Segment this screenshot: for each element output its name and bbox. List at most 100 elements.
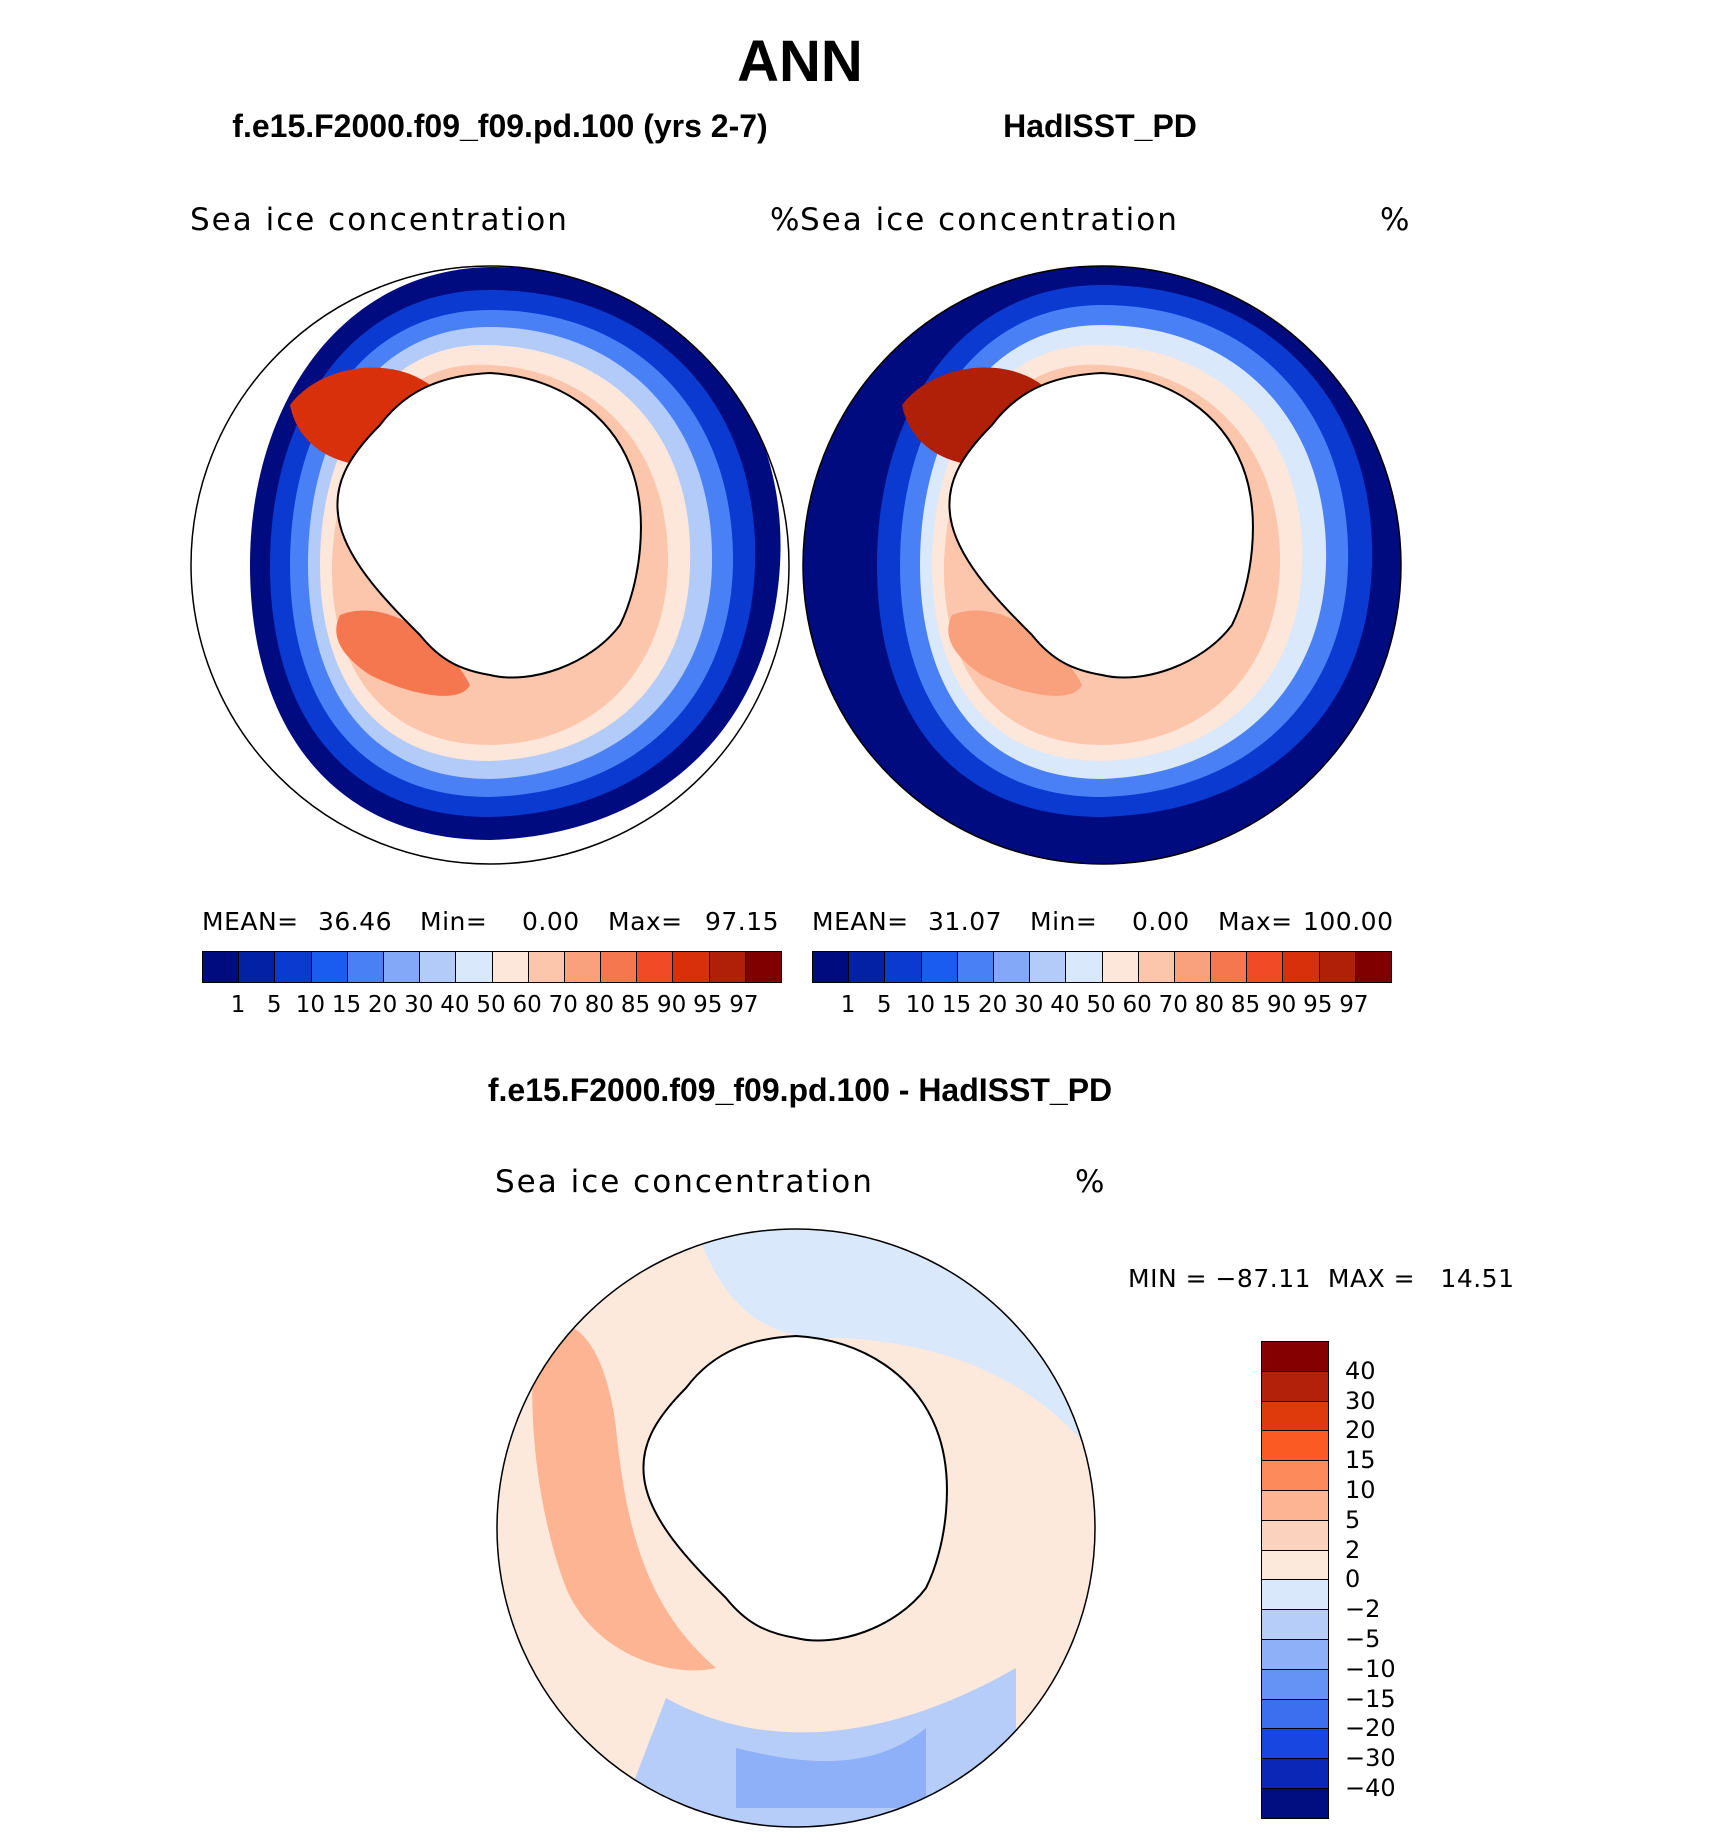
diff-colorbar-tick-label: 10 xyxy=(1345,1476,1376,1504)
diff-colorbar-tick-label: 30 xyxy=(1345,1386,1376,1415)
panel-2-colorbar-tick-label: 70 xyxy=(1158,992,1188,1018)
panel-1-colorbar-tick-label: 80 xyxy=(584,992,615,1018)
diff-positive-west xyxy=(532,1322,716,1671)
panel-2-polar-map xyxy=(802,265,1402,865)
panel-1-colorbar-tick-label: 30 xyxy=(404,992,434,1018)
diff-colorbar-cell xyxy=(1262,1669,1328,1700)
panel-1-colorbar-cell xyxy=(564,952,602,982)
panel-1-colorbar-tick-label: 60 xyxy=(512,992,542,1018)
diff-colorbar-tick-label: −30 xyxy=(1345,1744,1396,1773)
panel-1-colorbar-tick-label: 1 xyxy=(230,992,246,1018)
panel-2-ross-high xyxy=(948,610,1082,696)
panel-2-antarctica xyxy=(948,371,1254,679)
panel-1-colorbar-cell xyxy=(709,952,746,982)
diff-colorbar-tick-label: 20 xyxy=(1345,1416,1376,1445)
diff-colorbar-tick-label: −2 xyxy=(1345,1595,1381,1624)
panel-2-colorbar-tick-label: 10 xyxy=(905,992,936,1018)
panel-2-colorbar-tick-label: 60 xyxy=(1122,992,1152,1018)
panel-1-colorbar-tick-label: 40 xyxy=(440,992,470,1018)
panel-2-max-label: Max= xyxy=(1218,907,1293,936)
panel-2-colorbar-ticks: 1 5 10 15 20 30 40 50 60 70 80 85 90 95 97 xyxy=(812,992,1392,1022)
panel-2-colorbar-cell xyxy=(1319,952,1356,982)
diff-negative-south-inner xyxy=(736,1728,926,1808)
diff-colorbar-cell xyxy=(1262,1639,1328,1670)
panel-2-colorbar-tick-label: 50 xyxy=(1086,992,1116,1018)
diff-variable-label: Sea ice concentration xyxy=(495,1164,874,1200)
diff-colorbar-tick-label: 15 xyxy=(1345,1446,1376,1475)
diff-colorbar-tick-label: 5 xyxy=(1345,1505,1361,1534)
diff-colorbar-cell xyxy=(1262,1342,1328,1372)
panel-2-colorbar-tick-label: 85 xyxy=(1230,992,1261,1018)
panel-2-variable-label: Sea ice concentration xyxy=(800,202,1179,238)
panel-2-colorbar-tick-label: 80 xyxy=(1194,992,1225,1018)
main-title: ANN xyxy=(737,29,863,94)
panel-1-mean-value: 36.46 xyxy=(318,907,393,936)
diff-colorbar-cell xyxy=(1262,1461,1328,1491)
diff-colorbar-cell xyxy=(1262,1550,1328,1581)
diff-colorbar-tick-label: −40 xyxy=(1345,1774,1396,1802)
diff-colorbar-tick-label: −15 xyxy=(1345,1684,1396,1713)
panel-1-min-label: Min= xyxy=(420,907,488,936)
panel-1-colorbar-cell xyxy=(637,952,674,982)
panel-2-colorbar-tick-label: 1 xyxy=(840,992,856,1018)
diff-colorbar-tick-label: −10 xyxy=(1345,1654,1396,1683)
panel-2-colorbar-tick-label: 5 xyxy=(876,992,892,1018)
panel-2-colorbar-cell xyxy=(813,952,850,982)
diff-colorbar-cell xyxy=(1262,1788,1328,1818)
diff-colorbar-cell xyxy=(1262,1520,1328,1551)
diff-colorbar-cell xyxy=(1262,1431,1328,1462)
panel-2-colorbar-cell xyxy=(957,952,994,982)
panel-2-colorbar-cell xyxy=(1355,952,1391,982)
panel-2-colorbar-cell xyxy=(1247,952,1284,982)
diff-min-max: MIN = −87.11 MAX = 14.51 xyxy=(1128,1264,1515,1293)
diff-title: f.e15.F2000.f09_f09.pd.100 - HadISST_PD xyxy=(487,1072,1113,1108)
diff-colorbar-tick-label: 0 xyxy=(1345,1565,1361,1594)
panel-2-mean-label: MEAN= xyxy=(812,907,909,936)
panel-1-colorbar-tick-label: 95 xyxy=(693,992,723,1018)
panel-2-colorbar-cell xyxy=(1102,952,1139,982)
diff-colorbar xyxy=(1261,1341,1329,1819)
diff-colorbar-tick-label: 40 xyxy=(1345,1356,1376,1385)
panel-1-colorbar-tick-label: 5 xyxy=(266,992,282,1018)
diff-colorbar-tick-label: 2 xyxy=(1345,1535,1361,1564)
panel-2-colorbar-cell xyxy=(993,952,1031,982)
panel-1-colorbar-cell xyxy=(456,952,493,982)
panel-1-colorbar-cell xyxy=(528,952,565,982)
panel-1-colorbar-tick-label: 85 xyxy=(620,992,651,1018)
panel-1-colorbar-tick-label: 20 xyxy=(367,992,398,1018)
panel-2-colorbar-tick-label: 97 xyxy=(1339,992,1369,1018)
panel-1-variable-label: Sea ice concentration xyxy=(190,202,569,238)
panel-2-colorbar-cell xyxy=(1211,952,1248,982)
panel-1-colorbar-tick-label: 70 xyxy=(548,992,578,1018)
panel-2-colorbar-tick-label: 40 xyxy=(1050,992,1080,1018)
panel-1-polar-map xyxy=(190,265,790,865)
diff-colorbar-cell xyxy=(1262,1610,1328,1640)
panel-1-colorbar-cell xyxy=(601,952,638,982)
panel-1-colorbar-cell xyxy=(239,952,276,982)
panel-2-colorbar-cell xyxy=(849,952,886,982)
panel-2-colorbar-tick-label: 15 xyxy=(941,992,972,1018)
panel-2-colorbar-tick-label: 30 xyxy=(1014,992,1044,1018)
diff-colorbar-cell xyxy=(1262,1699,1328,1730)
panel-1-colorbar-tick-label: 97 xyxy=(729,992,759,1018)
panel-1-colorbar-cell xyxy=(673,952,710,982)
panel-2-max-value: 100.00 xyxy=(1303,907,1394,936)
diff-colorbar-cell xyxy=(1262,1580,1328,1611)
panel-1-colorbar-cell xyxy=(745,952,781,982)
panel-1-ross-high xyxy=(336,610,470,696)
panel-1-colorbar-tick-label: 15 xyxy=(331,992,362,1018)
panel-2-colorbar-tick-label: 90 xyxy=(1266,992,1297,1018)
diff-colorbar-cell xyxy=(1262,1729,1328,1760)
panel-1-units-label: % xyxy=(770,202,802,238)
panel-1-colorbar xyxy=(202,951,782,983)
diff-colorbar-cell xyxy=(1262,1371,1328,1402)
diff-colorbar-cell xyxy=(1262,1490,1328,1521)
panel-1-colorbar-cell xyxy=(347,952,384,982)
panel-2-colorbar-cell xyxy=(921,952,958,982)
panel-2-colorbar-tick-label: 95 xyxy=(1303,992,1333,1018)
panel-1-colorbar-tick-label: 90 xyxy=(656,992,687,1018)
panel-2-colorbar-cell xyxy=(1174,952,1212,982)
diff-colorbar-cell xyxy=(1262,1759,1328,1789)
panel-1-colorbar-cell xyxy=(492,952,529,982)
panel-1-colorbar-cell xyxy=(275,952,312,982)
